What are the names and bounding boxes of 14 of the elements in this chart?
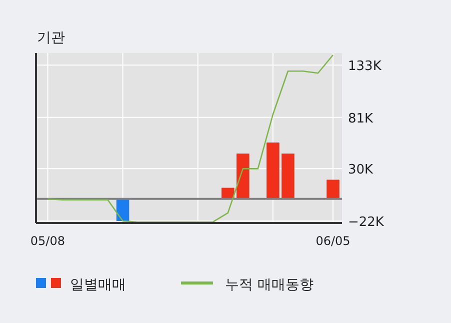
y-tick-label: 30K <box>348 162 374 178</box>
bar <box>326 180 340 199</box>
chart-title: 기관 <box>37 30 65 46</box>
x-tick-label: 06/05 <box>316 234 350 248</box>
bar <box>266 142 280 199</box>
y-tick-label: 133K <box>348 59 382 74</box>
y-tick-label: −22K <box>348 214 384 230</box>
legend-label: 누적 매매동향 <box>225 277 314 293</box>
bar <box>236 154 250 199</box>
x-tick-label: 05/08 <box>30 234 66 248</box>
line-series <box>47 54 334 223</box>
legend-label: 일별매매 <box>70 277 126 293</box>
bar <box>282 154 294 199</box>
y-tick-label: 81K <box>348 111 374 126</box>
